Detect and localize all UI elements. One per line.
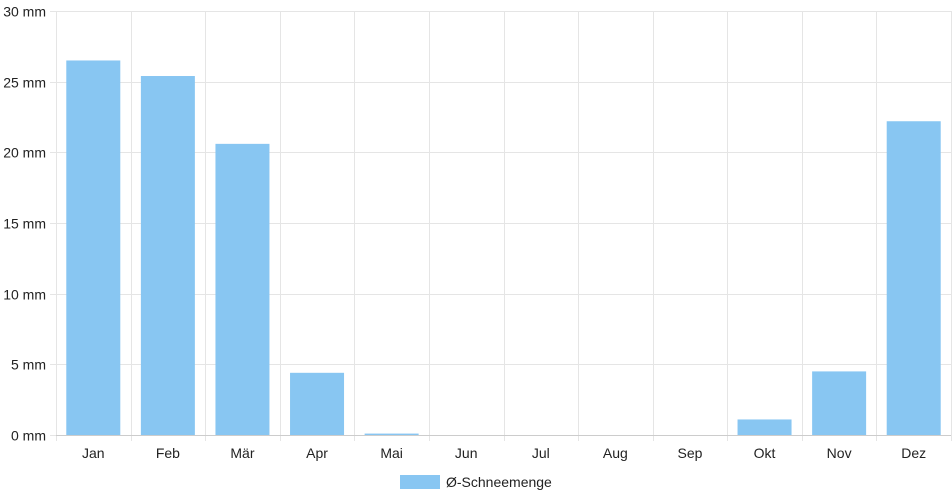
x-tick-label: Jul — [532, 445, 550, 461]
x-tick-label: Nov — [827, 445, 852, 461]
legend-swatch[interactable] — [400, 475, 440, 489]
y-tick-label: 20 mm — [3, 145, 46, 161]
bar[interactable] — [812, 371, 867, 435]
x-tick-label: Jun — [455, 445, 478, 461]
bar[interactable] — [886, 121, 941, 436]
x-tick-label: Okt — [754, 445, 776, 461]
legend-label[interactable]: Ø-Schneemenge — [446, 474, 552, 490]
bar[interactable] — [66, 60, 121, 435]
bar[interactable] — [140, 76, 195, 435]
x-tick-label: Apr — [306, 445, 328, 461]
x-axis-ticks: Jan Feb Mär Apr Mai Jun Jul Aug Sep Okt Nov Dez — [82, 445, 926, 461]
x-tick-label: Feb — [156, 445, 180, 461]
y-tick-label: 10 mm — [3, 287, 46, 303]
x-tick-label: Mai — [380, 445, 403, 461]
x-tick-label: Sep — [677, 445, 702, 461]
x-tick-label: Jan — [82, 445, 105, 461]
y-tick-label: 25 mm — [3, 75, 46, 91]
bar[interactable] — [215, 143, 270, 435]
bar[interactable] — [290, 372, 345, 435]
y-tick-label: 30 mm — [3, 4, 46, 20]
x-tick-label: Mär — [230, 445, 254, 461]
y-tick-label: 0 mm — [11, 428, 46, 444]
x-tick-label: Aug — [603, 445, 628, 461]
y-tick-label: 15 mm — [3, 216, 46, 232]
legend[interactable]: Ø-Schneemenge — [400, 474, 552, 490]
bars — [66, 60, 941, 436]
bar[interactable] — [737, 419, 792, 435]
grid-lines — [50, 11, 952, 441]
x-tick-label: Dez — [901, 445, 926, 461]
bar[interactable] — [364, 433, 419, 435]
y-axis-ticks: 0 mm 5 mm 10 mm 15 mm 20 mm 25 mm 30 mm — [3, 4, 46, 444]
y-tick-label: 5 mm — [11, 357, 46, 373]
